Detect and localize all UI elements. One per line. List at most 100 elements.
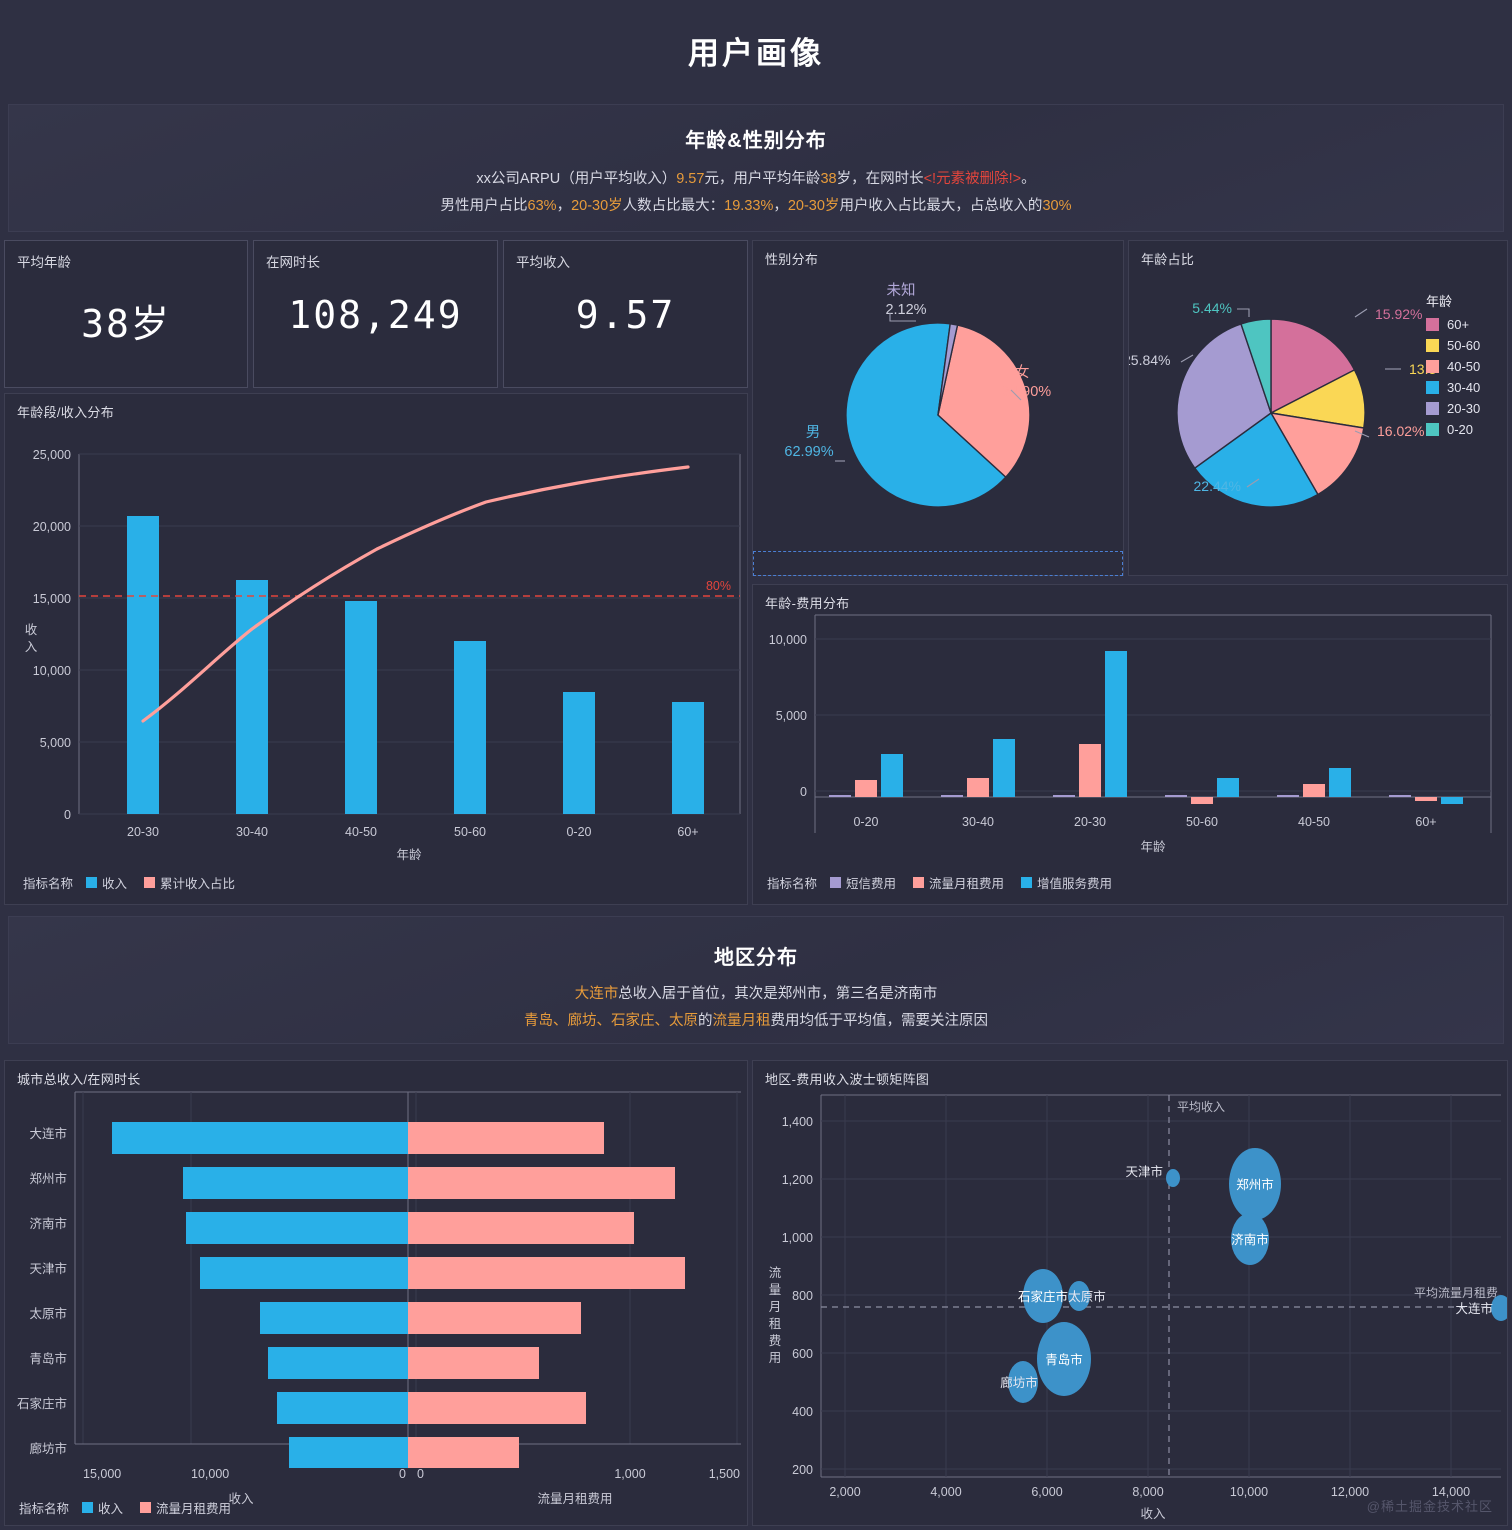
summary-arpu-value: 9.57 bbox=[676, 171, 705, 187]
legend-item-60plus[interactable]: 60+ bbox=[1426, 317, 1480, 332]
panel-title: 年龄占比 bbox=[1141, 252, 1195, 267]
svg-text:62.99%: 62.99% bbox=[784, 444, 833, 460]
svg-text:15,000: 15,000 bbox=[83, 1467, 121, 1481]
region-summary-line-1: 大连市总收入居于首位，其次是郑州市，第三名是济南市 bbox=[9, 981, 1503, 1008]
legend-swatch-icon bbox=[1426, 402, 1439, 415]
svg-text:25.84%: 25.84% bbox=[1129, 352, 1170, 368]
chart-age-ratio-pie[interactable]: 15.92% 13.3 16.02% 22.44% 25.84% 5.44% bbox=[1129, 273, 1507, 573]
svg-text:40-50: 40-50 bbox=[1298, 815, 1330, 829]
selection-outline bbox=[753, 551, 1123, 576]
chart-boston-matrix[interactable]: 1,400 1,200 1,000 800 600 400 200 流 量 月 … bbox=[753, 1087, 1507, 1523]
legend-swatch-icon bbox=[1426, 360, 1439, 373]
svg-text:34.90%: 34.90% bbox=[1002, 384, 1051, 400]
svg-text:大连市: 大连市 bbox=[29, 1126, 67, 1141]
region-metric-name: 流量月租 bbox=[712, 1013, 771, 1029]
legend-item-income[interactable]: 收入 bbox=[82, 1498, 123, 1517]
legend-item-20-30[interactable]: 20-30 bbox=[1426, 401, 1480, 416]
panel-title: 城市总收入/在网时长 bbox=[17, 1072, 141, 1087]
svg-text:租: 租 bbox=[769, 1317, 782, 1331]
svg-text:大连市: 大连市 bbox=[1455, 1301, 1493, 1316]
kpi-label: 平均年龄 bbox=[17, 255, 71, 270]
legend-item-30-40[interactable]: 30-40 bbox=[1426, 380, 1480, 395]
summary-text: 人数占比最大： bbox=[622, 198, 725, 214]
svg-text:60+: 60+ bbox=[677, 825, 698, 839]
kpi-card-average-income: 平均收入 9.57 bbox=[503, 240, 748, 388]
legend-label: 60+ bbox=[1447, 317, 1470, 332]
svg-text:1,200: 1,200 bbox=[782, 1173, 813, 1187]
legend-item-value-added-fee[interactable]: 增值服务费用 bbox=[1021, 873, 1112, 892]
svg-text:0: 0 bbox=[399, 1467, 406, 1481]
legend-item-data-plan-fee[interactable]: 流量月租费用 bbox=[913, 873, 1004, 892]
summary-avg-age-value: 38 bbox=[820, 171, 837, 187]
legend-item-40-50[interactable]: 40-50 bbox=[1426, 359, 1480, 374]
svg-text:郑州市: 郑州市 bbox=[29, 1171, 67, 1186]
page-title: 用户画像 bbox=[0, 0, 1512, 100]
svg-text:流量月租费用: 流量月租费用 bbox=[537, 1492, 612, 1506]
chart-income-by-age[interactable]: 25,000 20,000 15,000 10,000 5,000 0 收 入 … bbox=[5, 422, 747, 862]
legend-item-sms-fee[interactable]: 短信费用 bbox=[830, 873, 896, 892]
panel-title: 地区-费用收入波士顿矩阵图 bbox=[765, 1072, 930, 1087]
legend-label: 短信费用 bbox=[846, 877, 897, 891]
chart-city-butterfly[interactable]: 大连市 郑州市 济南市 天津市 太原市 青岛市 石家庄市 bbox=[5, 1088, 747, 1488]
svg-text:青岛市: 青岛市 bbox=[29, 1351, 67, 1366]
legend-swatch-icon bbox=[82, 1502, 94, 1513]
panel-income-by-age: 年龄段/收入分布 25,000 20,000 15,000 10,000 5,0… bbox=[4, 393, 748, 905]
svg-text:量: 量 bbox=[769, 1283, 782, 1297]
svg-text:1,500: 1,500 bbox=[709, 1467, 740, 1481]
svg-text:50-60: 50-60 bbox=[1186, 815, 1218, 829]
summary-text: ， bbox=[773, 198, 788, 214]
svg-text:收入: 收入 bbox=[228, 1492, 254, 1506]
legend-item-50-60[interactable]: 50-60 bbox=[1426, 338, 1480, 353]
kpi-value: 9.57 bbox=[575, 293, 676, 337]
legend-label: 0-20 bbox=[1447, 422, 1474, 437]
legend-item-data-plan-fee[interactable]: 流量月租费用 bbox=[140, 1498, 231, 1517]
summary-text: 岁，在网时长 bbox=[836, 171, 924, 187]
svg-text:平均收入: 平均收入 bbox=[1177, 1100, 1225, 1114]
summary-text: 总收入居于首位，其次是郑州市，第三名是济南市 bbox=[618, 986, 938, 1002]
panel-gender-distribution: 性别分布 未知 2.12% 女 34.90% 男 62.99% bbox=[752, 240, 1124, 576]
svg-text:12,000: 12,000 bbox=[1331, 1485, 1369, 1499]
svg-text:22.44%: 22.44% bbox=[1194, 478, 1241, 494]
legend-item-0-20[interactable]: 0-20 bbox=[1426, 422, 1480, 437]
legend-age-fee: 指标名称 短信费用 流量月租费用 增值服务费用 bbox=[767, 873, 1122, 892]
legend-title: 指标名称 bbox=[19, 1502, 70, 1516]
summary-age-band-1: 20-30岁 bbox=[571, 198, 623, 214]
svg-text:青岛市: 青岛市 bbox=[1045, 1352, 1083, 1367]
legend-item-cumulative-share[interactable]: 累计收入占比 bbox=[144, 873, 235, 892]
legend-title: 年龄 bbox=[1426, 294, 1453, 309]
svg-text:太原市: 太原市 bbox=[1068, 1289, 1106, 1304]
chart-age-fee[interactable]: 10,000 5,000 0 bbox=[753, 611, 1507, 873]
svg-text:20-30: 20-30 bbox=[127, 825, 159, 839]
kpi-card-online-duration: 在网时长 108,249 bbox=[253, 240, 498, 388]
svg-text:石家庄市: 石家庄市 bbox=[17, 1396, 67, 1411]
summary-top-band-share: 19.33% bbox=[724, 198, 774, 214]
section-title-age-gender: 年龄&性别分布 bbox=[685, 130, 827, 152]
legend-swatch-icon bbox=[140, 1502, 152, 1513]
svg-text:入: 入 bbox=[25, 640, 38, 654]
legend-swatch-icon bbox=[1021, 877, 1033, 888]
legend-label: 流量月租费用 bbox=[156, 1502, 232, 1516]
svg-text:2,000: 2,000 bbox=[829, 1485, 860, 1499]
svg-text:0: 0 bbox=[64, 808, 71, 822]
svg-text:6,000: 6,000 bbox=[1031, 1485, 1062, 1499]
legend-age-ratio: 年龄 60+ 50-60 40-50 30-40 20-30 0-20 bbox=[1426, 291, 1480, 443]
svg-text:30-40: 30-40 bbox=[962, 815, 994, 829]
summary-text: xx公司ARPU（用户平均收入） bbox=[476, 171, 677, 187]
legend-label: 流量月租费用 bbox=[929, 877, 1005, 891]
svg-text:男: 男 bbox=[806, 425, 821, 441]
svg-text:收: 收 bbox=[25, 623, 38, 637]
panel-age-ratio: 年龄占比 15.92% 13.3 16.02% bbox=[1128, 240, 1508, 576]
summary-text: 费用均低于平均值，需要关注原因 bbox=[770, 1013, 989, 1029]
legend-swatch-icon bbox=[86, 877, 98, 888]
svg-text:0: 0 bbox=[800, 785, 807, 799]
section-summary-line-2: 男性用户占比63%，20-30岁人数占比最大：19.33%，20-30岁用户收入… bbox=[9, 193, 1503, 220]
kpi-label: 在网时长 bbox=[266, 255, 320, 270]
kpi-card-average-age: 平均年龄 38岁 bbox=[4, 240, 248, 388]
svg-text:8,000: 8,000 bbox=[1132, 1485, 1163, 1499]
chart-gender-pie[interactable]: 未知 2.12% 女 34.90% 男 62.99% bbox=[753, 273, 1123, 573]
summary-text: 用户收入占比最大，占总收入的 bbox=[839, 198, 1043, 214]
svg-text:收入: 收入 bbox=[1140, 1507, 1166, 1521]
legend-item-income[interactable]: 收入 bbox=[86, 873, 127, 892]
svg-text:800: 800 bbox=[792, 1289, 813, 1303]
legend-swatch-icon bbox=[913, 877, 925, 888]
